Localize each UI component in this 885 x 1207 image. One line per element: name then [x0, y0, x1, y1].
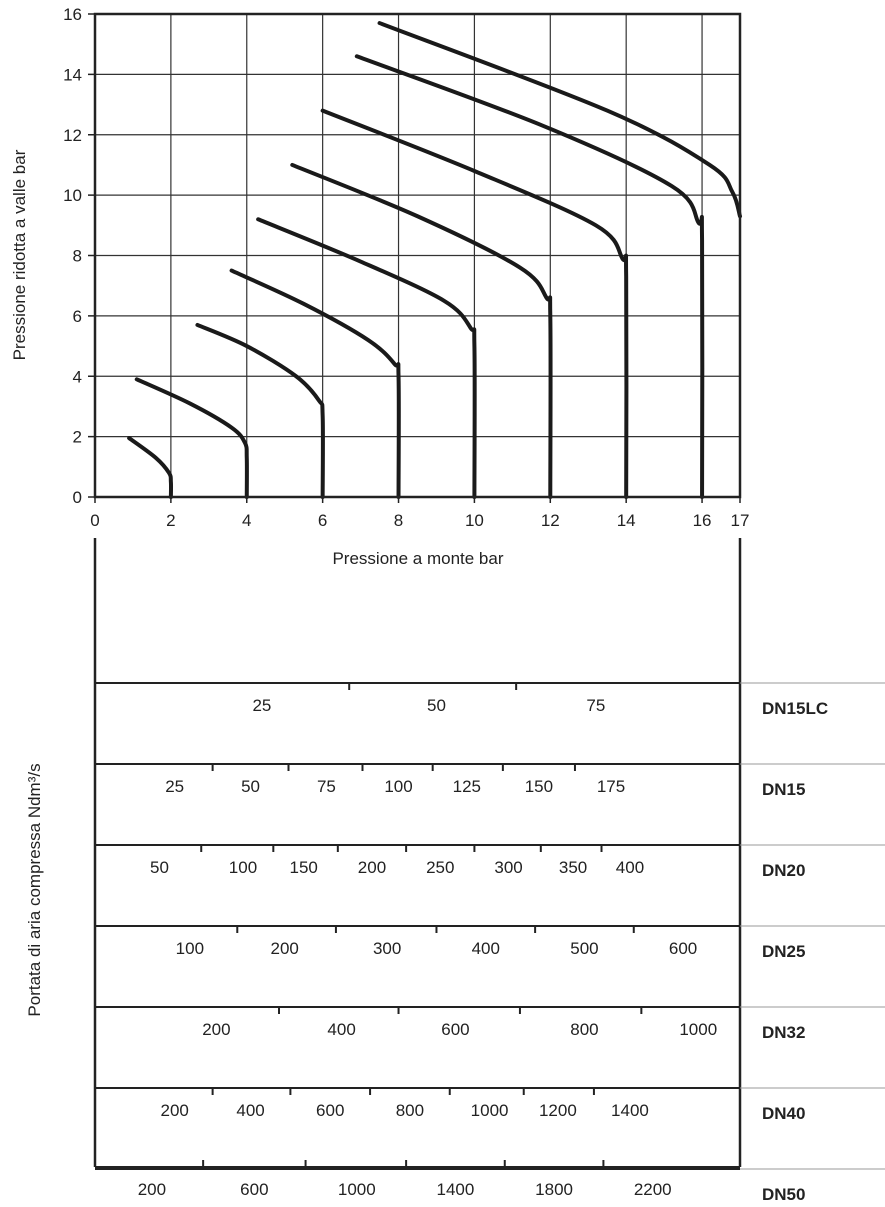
- pressure-curve-9: [377, 21, 742, 219]
- flow-tick-label-DN20-1: 100: [229, 858, 257, 877]
- flow-tick-label-DN25-2: 300: [373, 939, 401, 958]
- x-tick-label-8: 16: [693, 511, 712, 530]
- flow-tick-label-DN20-4: 250: [426, 858, 454, 877]
- flow-tick-label-DN50-1: 600: [240, 1180, 268, 1199]
- flow-tick-label-DN40-3: 800: [396, 1101, 424, 1120]
- flow-tick-label-DN15-6: 175: [597, 777, 625, 796]
- x-tick-label-9: 17: [731, 511, 750, 530]
- y-tick-label-0: 0: [73, 488, 82, 507]
- flow-tick-label-DN25-5: 600: [669, 939, 697, 958]
- pressure-curve-2: [134, 377, 249, 499]
- flow-band-name-DN15: DN15: [762, 780, 805, 799]
- flow-tick-label-DN20-0: 50: [150, 858, 169, 877]
- flow-band-name-DN50: DN50: [762, 1185, 805, 1204]
- flow-band-name-DN25: DN25: [762, 942, 805, 961]
- y-tick-label-2: 4: [73, 367, 82, 386]
- flow-tick-label-DN40-5: 1200: [539, 1101, 577, 1120]
- x-tick-label-7: 14: [617, 511, 636, 530]
- pressure-curve-8: [354, 54, 705, 499]
- flow-tick-label-DN40-1: 400: [236, 1101, 264, 1120]
- flow-tick-label-DN32-3: 800: [570, 1020, 598, 1039]
- flow-tick-label-DN50-4: 1800: [535, 1180, 573, 1199]
- flow-tick-label-DN40-0: 200: [160, 1101, 188, 1120]
- flow-tick-label-DN50-0: 200: [138, 1180, 166, 1199]
- flow-tick-label-DN25-0: 100: [176, 939, 204, 958]
- x-tick-label-0: 0: [90, 511, 99, 530]
- flow-tick-label-DN15-0: 25: [165, 777, 184, 796]
- pressure-curve-3: [195, 322, 325, 499]
- x-tick-label-2: 4: [242, 511, 251, 530]
- flow-tick-label-DN40-2: 600: [316, 1101, 344, 1120]
- flow-tick-label-DN40-6: 1400: [611, 1101, 649, 1120]
- flow-band-name-DN40: DN40: [762, 1104, 805, 1123]
- x-tick-label-4: 8: [394, 511, 403, 530]
- x-ticks: 0 2 4 6 8 10 12 14 16 17: [90, 497, 749, 530]
- pressure-curves: [127, 21, 742, 499]
- flow-tick-label-DN25-4: 500: [570, 939, 598, 958]
- flow-tick-label-DN15LC-1: 50: [427, 696, 446, 715]
- flow-tick-label-DN20-2: 150: [289, 858, 317, 877]
- flow-tick-label-DN50-2: 1000: [338, 1180, 376, 1199]
- y-tick-label-8: 16: [63, 5, 82, 24]
- y-tick-label-3: 6: [73, 307, 82, 326]
- flow-tick-label-DN15-4: 125: [453, 777, 481, 796]
- pressure-curve-7: [320, 108, 629, 499]
- pressure-curve-6: [290, 162, 553, 499]
- y-tick-label-6: 12: [63, 126, 82, 145]
- y-tick-label-5: 10: [63, 186, 82, 205]
- x-tick-label-5: 10: [465, 511, 484, 530]
- flow-tick-label-DN15-2: 75: [317, 777, 336, 796]
- flow-tick-label-DN15-5: 150: [525, 777, 553, 796]
- pressure-curve-5: [256, 217, 477, 499]
- y-tick-label-7: 14: [63, 65, 82, 84]
- flow-tick-label-DN20-6: 350: [559, 858, 587, 877]
- flow-band-name-DN32: DN32: [762, 1023, 805, 1042]
- y-axis-label: Pressione ridotta a valle bar: [10, 149, 29, 360]
- flow-tick-label-DN25-3: 400: [472, 939, 500, 958]
- flow-tick-label-DN25-1: 200: [271, 939, 299, 958]
- pressure-curve-1: [127, 436, 174, 499]
- y-ticks: 0 2 4 6 8 10 12 14 16: [63, 5, 95, 507]
- x-axis-label: Pressione a monte bar: [332, 549, 503, 568]
- flow-tick-label-DN15LC-0: 25: [252, 696, 271, 715]
- flow-tick-label-DN15LC-2: 75: [586, 696, 605, 715]
- flow-tick-label-DN32-4: 1000: [679, 1020, 717, 1039]
- pressure-curve-4: [229, 268, 401, 499]
- x-tick-label-3: 6: [318, 511, 327, 530]
- flow-tick-label-DN32-0: 200: [202, 1020, 230, 1039]
- x-tick-label-6: 12: [541, 511, 560, 530]
- flow-tick-label-DN50-3: 1400: [437, 1180, 475, 1199]
- flow-tick-label-DN20-5: 300: [494, 858, 522, 877]
- flow-axis-label: Portata di aria compressa Ndm³/s: [25, 763, 44, 1016]
- flow-band-name-DN15LC: DN15LC: [762, 699, 828, 718]
- flow-tick-label-DN15-1: 50: [241, 777, 260, 796]
- y-tick-label-1: 2: [73, 428, 82, 447]
- flow-tick-label-DN40-4: 1000: [471, 1101, 509, 1120]
- flow-tick-label-DN32-2: 600: [441, 1020, 469, 1039]
- flow-tick-label-DN20-7: 400: [616, 858, 644, 877]
- flow-tick-label-DN50-5: 2200: [634, 1180, 672, 1199]
- flow-band-name-DN20: DN20: [762, 861, 805, 880]
- flow-tick-label-DN20-3: 200: [358, 858, 386, 877]
- flow-tick-label-DN15-3: 100: [384, 777, 412, 796]
- flow-tick-label-DN32-1: 400: [327, 1020, 355, 1039]
- flow-bands: DN15LC 25 50 75 DN15 25 50 75 100 125 150 175 DN20 50…: [93, 538, 885, 1204]
- grid: [95, 14, 740, 497]
- x-tick-label-1: 2: [166, 511, 175, 530]
- y-tick-label-4: 8: [73, 247, 82, 266]
